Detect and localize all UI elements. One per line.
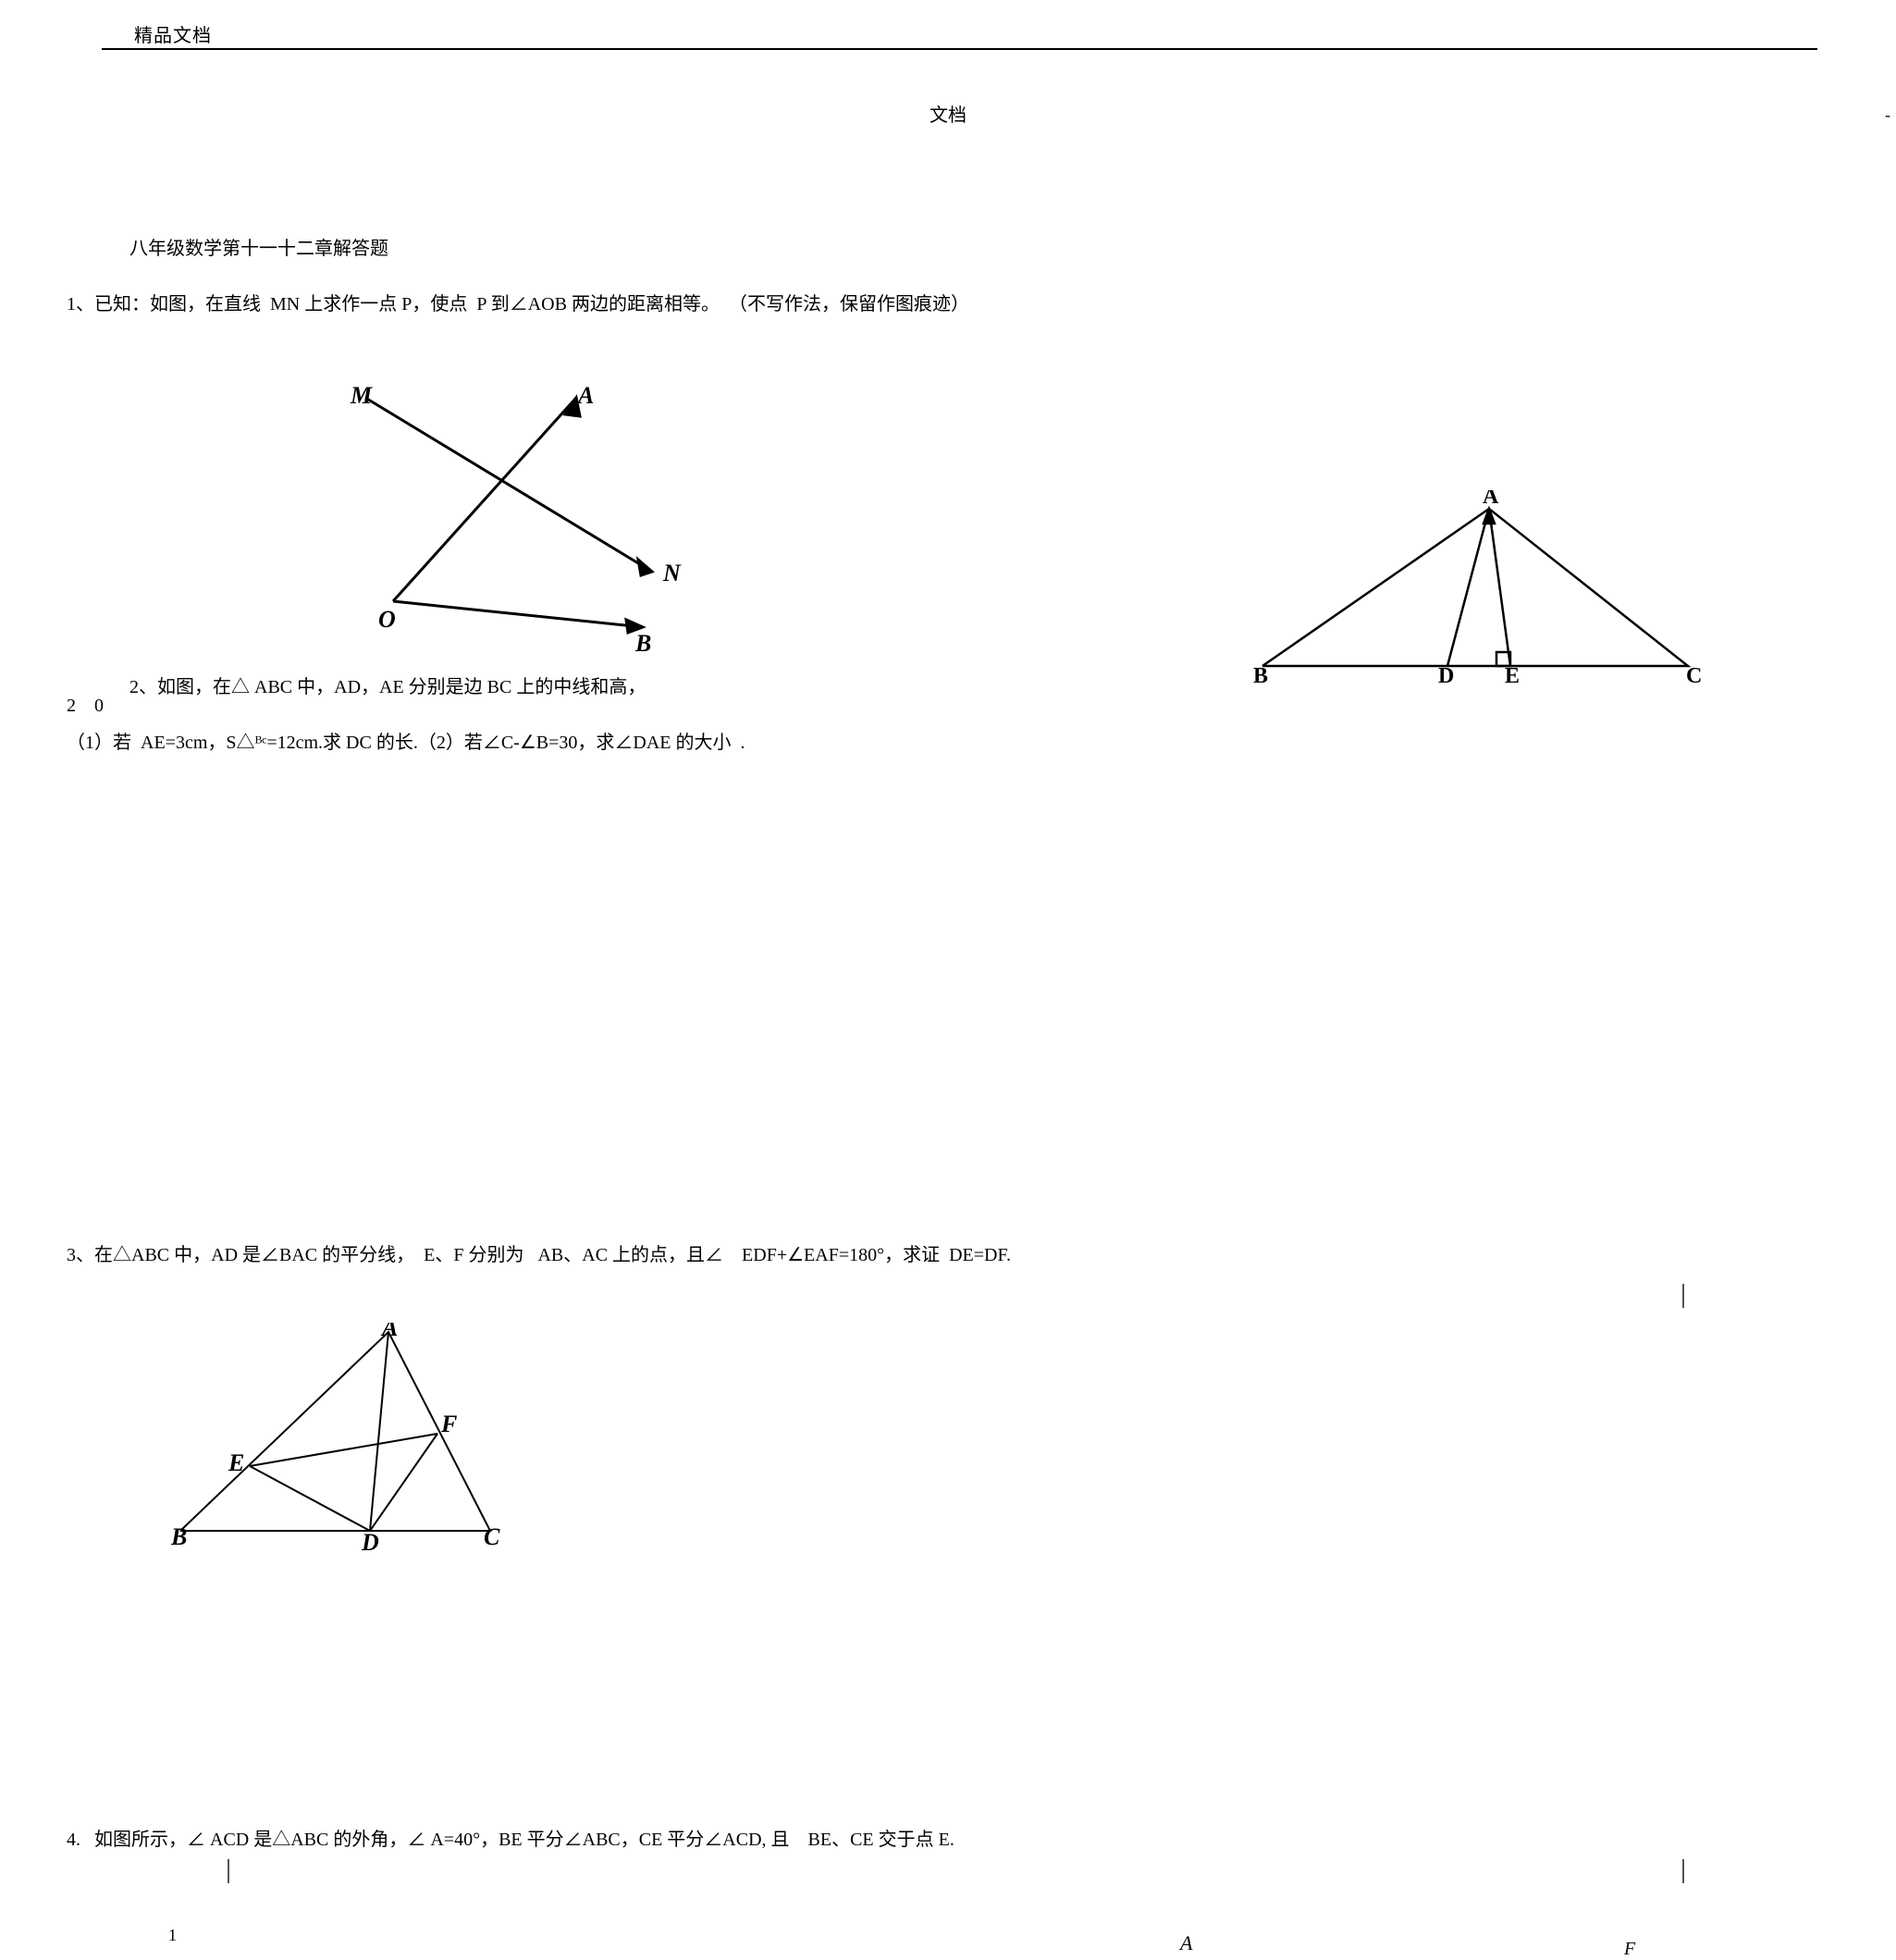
label-C: C [484,1523,500,1550]
figure-1-angle-diagram: M A N O B [338,370,708,657]
label-N: N [662,560,682,586]
header-label: 精品文档 [134,20,212,47]
figure-3-triangle-edf: A B C D E F [171,1323,513,1554]
header-rule [102,48,1817,50]
label-D: D [361,1529,379,1554]
label-E: E [1505,664,1520,684]
label-O: O [378,606,396,633]
margin-tick-left [228,1859,229,1883]
label-E: E [228,1449,244,1476]
partial-figure-label-A: A [1180,1931,1192,1955]
right-margin-dash: - [1885,105,1890,125]
page-number: 1 [168,1926,177,1945]
question-1-text: 1、已知：如图，在直线 MN 上求作一点 P，使点 P 到∠AOB 两边的距离相… [67,289,969,315]
margin-tick-right-1 [1682,1284,1684,1308]
label-A: A [576,382,594,409]
label-B: B [634,630,651,657]
figure-2-triangle-abc: A B D E C [1253,490,1725,684]
doc-title: 文档 [0,100,1896,127]
question-2-line2: （1）若 AE=3cm，S△ᴮᶜ=12cm.求 DC 的长.（2）若∠C-∠B=… [67,727,745,754]
label-D: D [1438,664,1454,684]
question-4-text: 4. 如图所示，∠ ACD 是△ABC 的外角，∠ A=40°，BE 平分∠AB… [67,1824,954,1851]
question-2-subscript: 2 0 [67,696,104,717]
label-F: F [440,1411,457,1437]
partial-figure-label-F: F [1624,1939,1635,1960]
label-A: A [1483,490,1499,509]
question-3-text: 3、在△ABC 中，AD 是∠BAC 的平分线， E、F 分别为 AB、AC 上… [67,1239,1011,1266]
label-B: B [1253,664,1268,684]
label-A: A [380,1323,398,1341]
label-M: M [350,382,373,409]
label-B: B [171,1523,187,1550]
section-title: 八年级数学第十一十二章解答题 [129,233,388,260]
question-2-line1: 2、如图，在△ ABC 中，AD，AE 分别是边 BC 上的中线和高， [129,672,646,698]
label-C: C [1686,664,1702,684]
margin-tick-right-2 [1682,1859,1684,1883]
